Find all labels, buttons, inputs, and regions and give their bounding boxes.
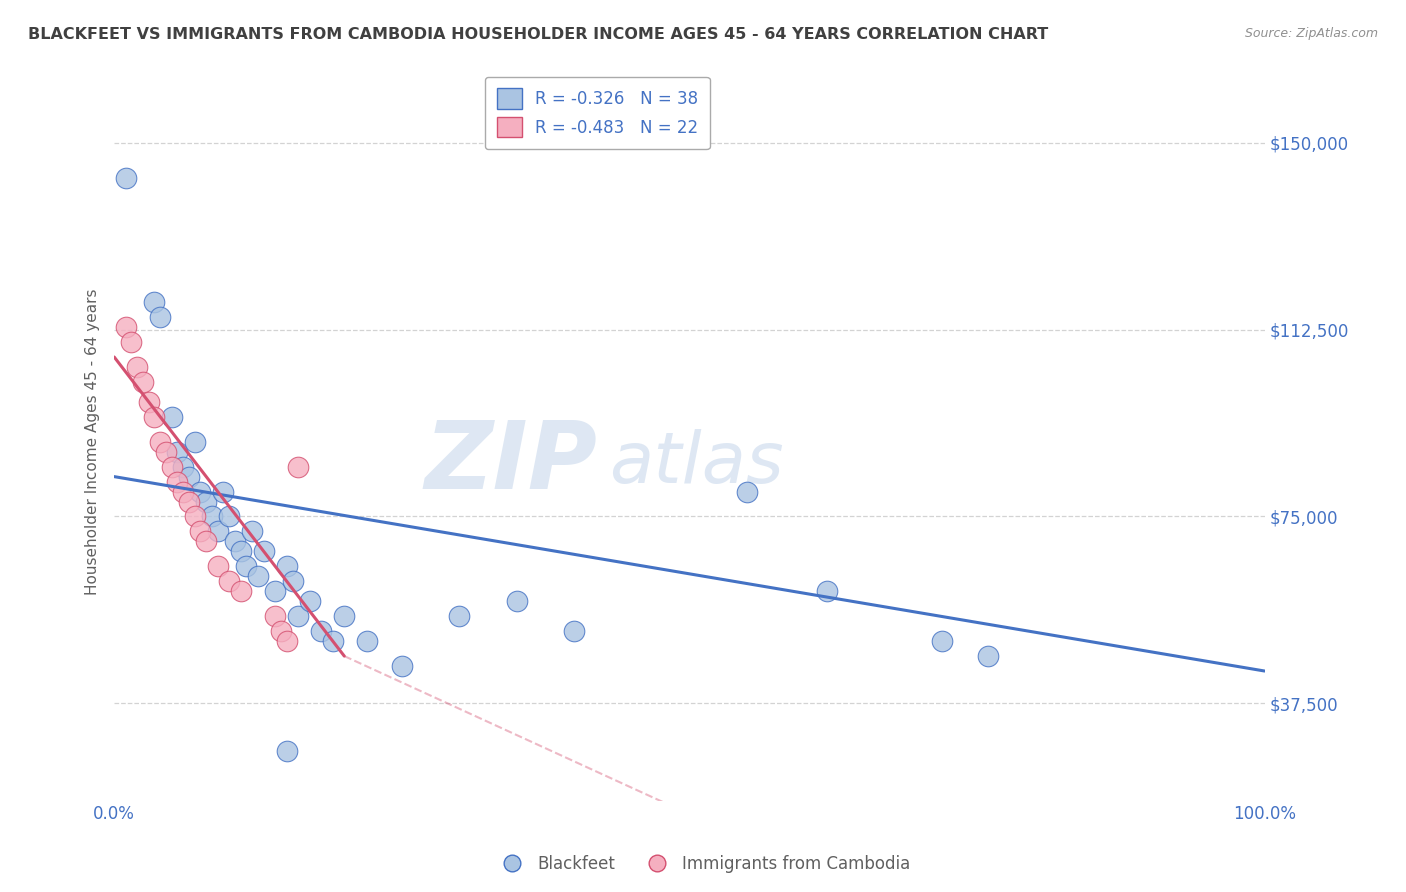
Point bbox=[201, 509, 224, 524]
Point bbox=[333, 609, 356, 624]
Point bbox=[264, 609, 287, 624]
Point bbox=[287, 459, 309, 474]
Point bbox=[132, 375, 155, 389]
Point bbox=[276, 559, 298, 574]
Text: ZIP: ZIP bbox=[425, 417, 598, 509]
Point bbox=[190, 524, 212, 539]
Point bbox=[253, 544, 276, 558]
Point bbox=[166, 475, 188, 489]
Point bbox=[506, 594, 529, 608]
Point bbox=[190, 484, 212, 499]
Point bbox=[817, 584, 839, 599]
Point bbox=[218, 574, 240, 589]
Point bbox=[931, 634, 953, 648]
Text: Source: ZipAtlas.com: Source: ZipAtlas.com bbox=[1244, 27, 1378, 40]
Point bbox=[562, 624, 585, 639]
Legend: Blackfeet, Immigrants from Cambodia: Blackfeet, Immigrants from Cambodia bbox=[489, 848, 917, 880]
Point bbox=[177, 494, 200, 508]
Point bbox=[309, 624, 332, 639]
Point bbox=[114, 170, 136, 185]
Point bbox=[356, 634, 378, 648]
Point bbox=[240, 524, 263, 539]
Point bbox=[449, 609, 471, 624]
Point bbox=[160, 409, 183, 424]
Point bbox=[195, 494, 218, 508]
Point bbox=[229, 544, 252, 558]
Point bbox=[276, 744, 298, 758]
Point bbox=[218, 509, 240, 524]
Point bbox=[735, 484, 758, 499]
Point bbox=[143, 409, 166, 424]
Point bbox=[183, 434, 205, 449]
Point bbox=[224, 534, 246, 549]
Point bbox=[143, 295, 166, 310]
Point bbox=[149, 434, 172, 449]
Y-axis label: Householder Income Ages 45 - 64 years: Householder Income Ages 45 - 64 years bbox=[86, 288, 100, 595]
Point bbox=[264, 584, 287, 599]
Point bbox=[160, 459, 183, 474]
Point bbox=[322, 634, 344, 648]
Point bbox=[977, 649, 1000, 664]
Point bbox=[177, 469, 200, 483]
Point bbox=[235, 559, 257, 574]
Point bbox=[207, 559, 229, 574]
Point bbox=[276, 634, 298, 648]
Text: atlas: atlas bbox=[609, 429, 783, 498]
Text: BLACKFEET VS IMMIGRANTS FROM CAMBODIA HOUSEHOLDER INCOME AGES 45 - 64 YEARS CORR: BLACKFEET VS IMMIGRANTS FROM CAMBODIA HO… bbox=[28, 27, 1049, 42]
Point bbox=[298, 594, 321, 608]
Point bbox=[212, 484, 235, 499]
Point bbox=[183, 509, 205, 524]
Point bbox=[114, 320, 136, 334]
Point bbox=[270, 624, 292, 639]
Point bbox=[120, 334, 142, 349]
Point bbox=[149, 310, 172, 325]
Point bbox=[172, 459, 194, 474]
Point bbox=[229, 584, 252, 599]
Point bbox=[155, 444, 177, 458]
Point bbox=[287, 609, 309, 624]
Point bbox=[172, 484, 194, 499]
Point bbox=[166, 444, 188, 458]
Legend: R = -0.326   N = 38, R = -0.483   N = 22: R = -0.326 N = 38, R = -0.483 N = 22 bbox=[485, 77, 710, 149]
Point bbox=[127, 359, 149, 374]
Point bbox=[246, 569, 269, 583]
Point bbox=[138, 395, 160, 409]
Point bbox=[207, 524, 229, 539]
Point bbox=[391, 659, 413, 673]
Point bbox=[195, 534, 218, 549]
Point bbox=[281, 574, 304, 589]
